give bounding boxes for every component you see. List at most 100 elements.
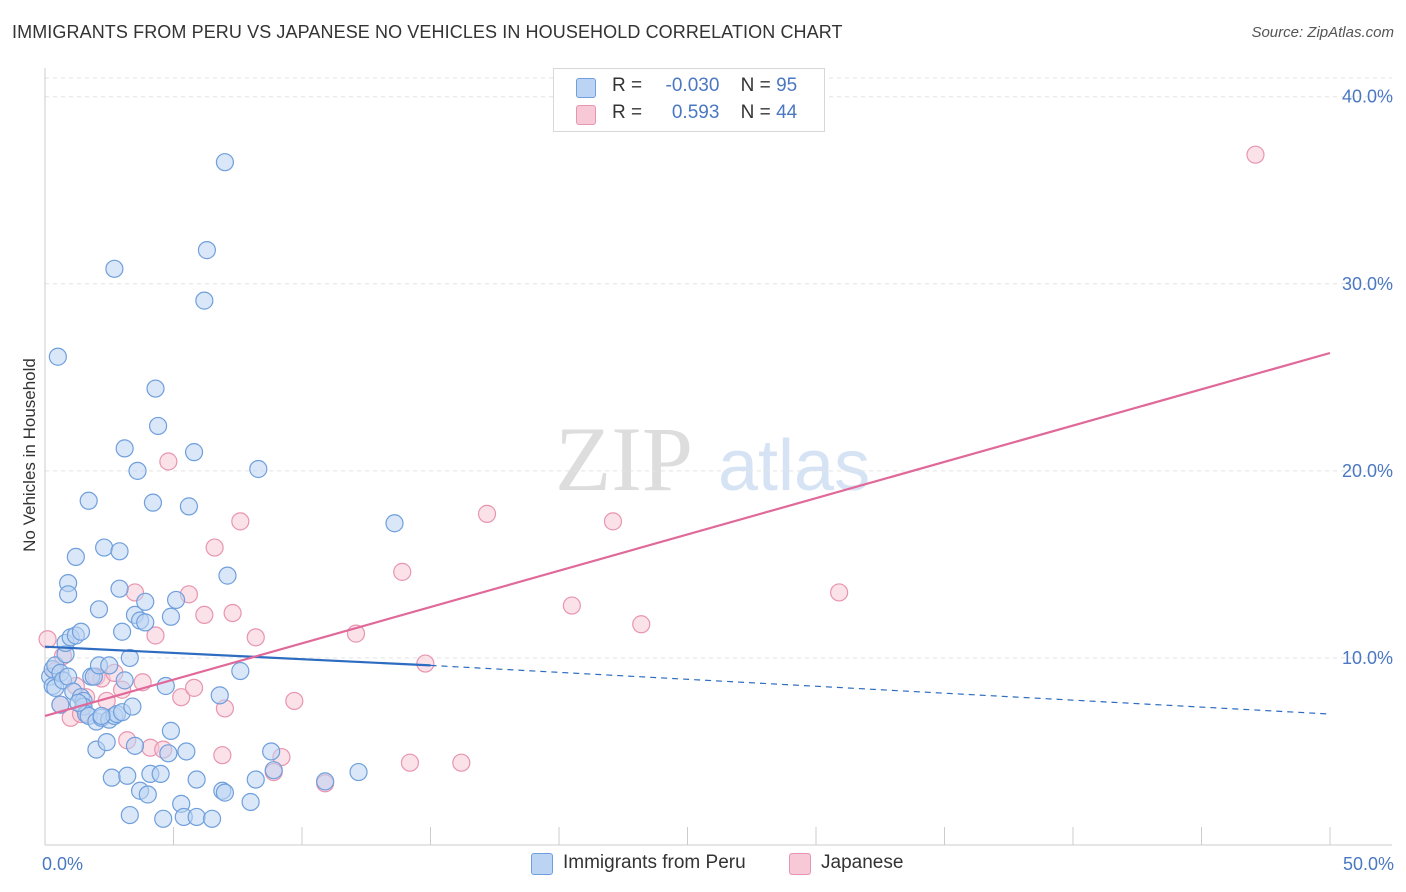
point-peru-66 — [161, 607, 181, 626]
chart-title: IMMIGRANTS FROM PERU VS JAPANESE NO VEHI… — [12, 22, 843, 42]
trendline-peru-dashed — [430, 664, 1331, 715]
trendline-peru-solid — [44, 645, 431, 667]
y-tick-labels: 10.0% 20.0% 30.0% 40.0% — [1342, 87, 1393, 668]
point-peru-43 — [112, 622, 132, 641]
point-peru-87 — [262, 742, 281, 761]
point-japanese-27 — [223, 603, 242, 623]
point-japanese-35 — [393, 562, 412, 581]
point-japanese-24 — [205, 538, 224, 557]
y-tick-label-30: 30.0% — [1342, 274, 1393, 294]
point-japanese-22 — [184, 678, 204, 697]
point-peru-73 — [187, 807, 206, 827]
series-label-peru: Immigrants from Peru — [563, 852, 746, 873]
y-tick-label-20: 20.0% — [1342, 461, 1393, 481]
point-peru-90 — [349, 762, 368, 782]
point-peru-54 — [136, 613, 155, 632]
grid-lines — [45, 77, 1392, 659]
watermark-atlas: atlas — [718, 426, 870, 506]
point-peru-55 — [136, 592, 155, 611]
series-swatch-peru — [531, 853, 553, 875]
point-japanese-0 — [38, 630, 57, 649]
point-peru-58 — [143, 493, 163, 512]
point-japanese-36 — [400, 753, 420, 772]
point-japanese-40 — [562, 596, 581, 615]
watermark: ZIP atlas — [555, 408, 870, 510]
chart-source: Source: ZipAtlas.com — [1251, 24, 1394, 41]
point-peru-93 — [92, 706, 111, 726]
point-peru-83 — [231, 661, 250, 681]
point-peru-64 — [159, 744, 178, 763]
point-peru-37 — [105, 259, 124, 278]
point-japanese-39 — [477, 504, 497, 523]
point-peru-75 — [195, 291, 214, 310]
point-peru-41 — [110, 579, 129, 598]
point-peru-18 — [71, 622, 91, 641]
point-peru-84 — [241, 792, 260, 812]
point-peru-45 — [115, 671, 134, 690]
legend-n-value-peru: 95 — [776, 75, 798, 96]
legend-r-label-japanese: R = — [612, 102, 643, 123]
point-peru-17 — [66, 547, 85, 567]
point-peru-70 — [177, 742, 196, 761]
point-peru-23 — [79, 491, 98, 510]
point-peru-33 — [97, 733, 116, 752]
point-japanese-37 — [416, 654, 435, 673]
watermark-zip: ZIP — [555, 408, 693, 510]
point-japanese-17 — [146, 626, 165, 645]
point-peru-78 — [210, 686, 229, 705]
point-peru-62 — [154, 809, 173, 828]
point-peru-94 — [123, 697, 142, 716]
point-peru-32 — [95, 538, 114, 557]
series-label-japanese: Japanese — [821, 852, 904, 873]
point-peru-85 — [246, 770, 265, 789]
legend-n-value-japanese: 44 — [776, 102, 798, 123]
point-peru-65 — [161, 721, 181, 740]
point-peru-40 — [110, 542, 129, 561]
trendlines — [44, 351, 1331, 717]
point-peru-88 — [264, 761, 283, 780]
y-axis-title: No Vehicles in Household — [20, 358, 39, 552]
point-japanese-20 — [172, 688, 191, 707]
point-peru-91 — [385, 514, 404, 533]
point-peru-76 — [197, 241, 217, 260]
legend-r-value-japanese: 0.593 — [671, 102, 720, 123]
point-japanese-32 — [285, 691, 304, 711]
point-peru-36 — [102, 768, 121, 787]
point-peru-74 — [187, 770, 206, 789]
point-peru-81 — [215, 153, 234, 172]
point-peru-86 — [249, 459, 268, 479]
point-peru-56 — [138, 785, 157, 804]
points-peru — [41, 153, 404, 828]
x-tick-label-min: 0.0% — [42, 854, 83, 874]
point-peru-44 — [115, 439, 134, 458]
point-japanese-23 — [195, 605, 214, 625]
point-japanese-28 — [231, 512, 250, 531]
legend-swatch-japanese — [576, 105, 596, 125]
point-japanese-43 — [830, 583, 849, 602]
point-peru-46 — [118, 766, 137, 785]
legend-n-label-peru: N = — [740, 75, 771, 96]
point-peru-34 — [100, 656, 119, 675]
point-japanese-38 — [452, 753, 471, 772]
stats-legend: R = -0.030 N = 95 R = 0.593 N = 44 — [553, 68, 825, 132]
point-peru-60 — [148, 416, 168, 436]
point-peru-80 — [215, 783, 234, 802]
point-peru-5 — [48, 347, 67, 366]
point-japanese-42 — [632, 615, 651, 634]
legend-swatch-peru — [576, 78, 596, 98]
point-peru-71 — [179, 497, 199, 516]
point-peru-89 — [316, 772, 335, 791]
legend-r-label-peru: R = — [612, 75, 643, 96]
point-peru-7 — [51, 695, 70, 714]
point-peru-67 — [166, 590, 186, 610]
point-japanese-29 — [246, 628, 265, 647]
point-peru-72 — [184, 443, 204, 462]
point-japanese-44 — [1246, 145, 1265, 164]
point-peru-51 — [128, 461, 147, 480]
legend-n-label-japanese: N = — [740, 102, 771, 123]
legend-r-value-peru: -0.030 — [665, 75, 720, 96]
point-peru-47 — [120, 648, 139, 668]
y-tick-label-10: 10.0% — [1342, 648, 1393, 668]
y-tick-label-40: 40.0% — [1342, 87, 1393, 107]
series-legend: Immigrants from Peru Japanese — [0, 850, 1406, 880]
